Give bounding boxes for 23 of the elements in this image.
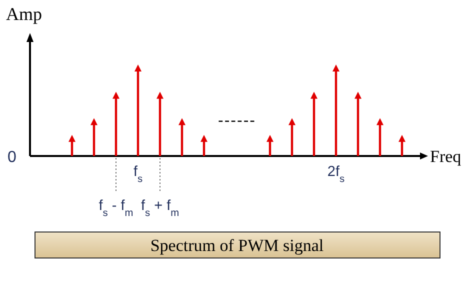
point: [134, 64, 142, 72]
x-axis-title: Freq: [430, 147, 462, 166]
text: Spectrum of PWM signal: [150, 236, 324, 255]
x-tick-label: 2f$_{s}$: [327, 164, 345, 184]
text: f$_{s}$ + f$_{m}$: [140, 198, 180, 218]
x-tick-label: f$_{s}$: [133, 164, 143, 184]
point: [376, 118, 384, 126]
point: [310, 92, 318, 99]
text: 0: [8, 149, 17, 166]
point: [112, 92, 120, 99]
point: [178, 118, 186, 126]
y-axis-title: Amp: [6, 4, 42, 24]
point: [266, 134, 274, 142]
text: f$_{s}$ - f$_{m}$: [98, 198, 134, 218]
point: [398, 134, 406, 142]
point: [156, 92, 164, 99]
point: [68, 134, 76, 142]
point: [288, 118, 296, 126]
point: [354, 92, 362, 99]
point: [90, 118, 98, 126]
point: [200, 134, 208, 142]
annotation: ------: [218, 112, 256, 130]
point: [332, 64, 340, 72]
